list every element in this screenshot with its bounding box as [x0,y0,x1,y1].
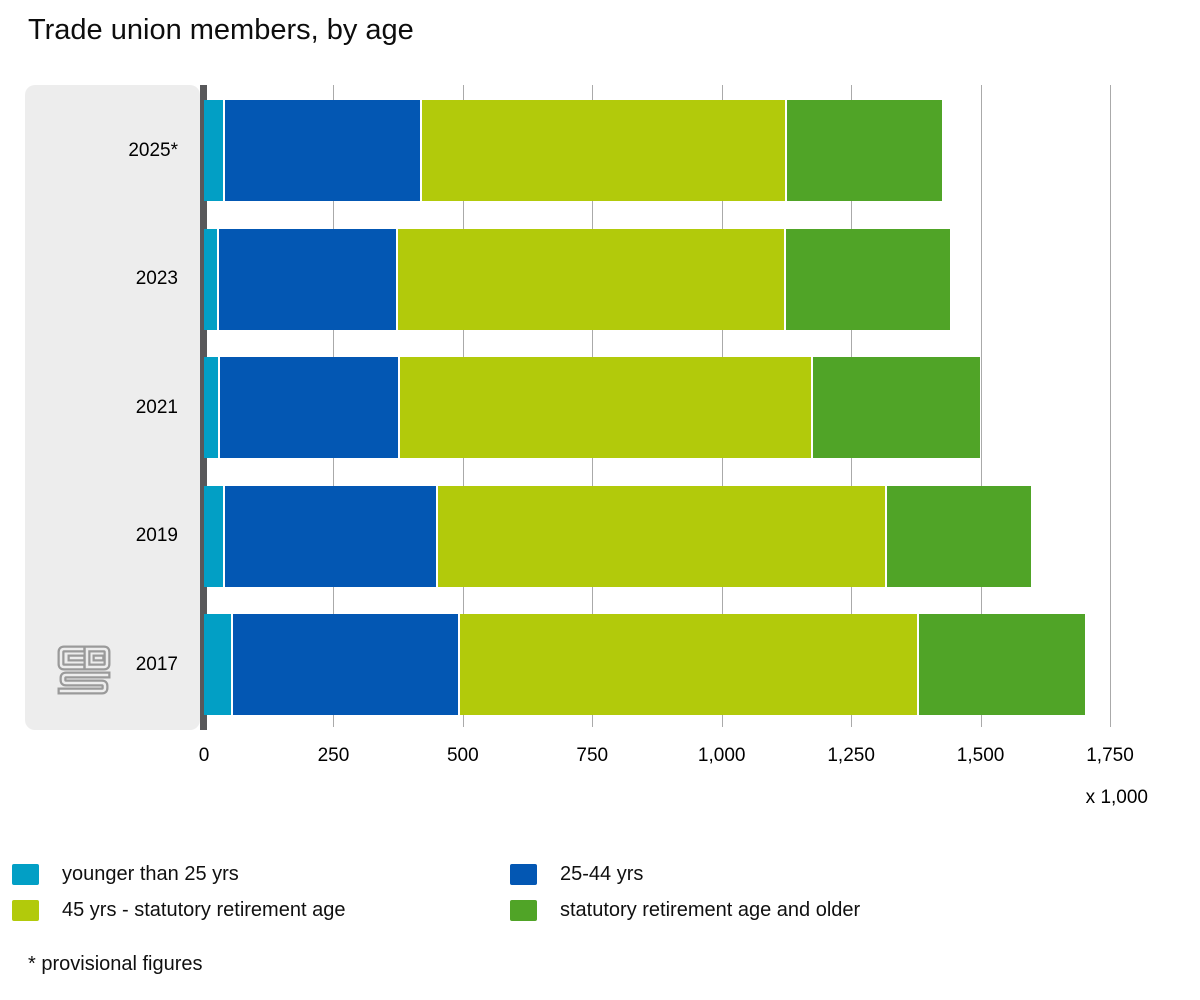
bar-2023 [204,228,950,330]
bar-segment-2017-series-2[interactable] [459,614,920,716]
gridline-1500 [980,85,982,715]
tick-mark-250 [333,715,335,727]
category-label-2025: 2025* [128,139,178,161]
tick-mark-1000 [721,715,723,727]
x-tick-label-500: 500 [446,745,479,766]
bar-segment-2019-series-1[interactable] [225,485,438,587]
legend-swatch-younger-than-25 [12,864,39,885]
category-panel [25,85,200,730]
tick-mark-1500 [980,715,982,727]
bar-segment-2019-series-2[interactable] [437,485,888,587]
plot-area [204,85,1148,727]
cbs-logo-icon [57,645,111,695]
bar-2025 [204,100,942,201]
bar-segment-2017-series-1[interactable] [232,614,460,716]
tick-mark-1250 [851,715,853,727]
legend-item-25-44[interactable]: 25-44 yrs [510,863,643,886]
legend-label: 45 yrs - statutory retirement age [62,899,346,921]
bar-segment-2023-series-3[interactable] [785,228,950,330]
bar-segment-2021-series-2[interactable] [399,357,814,459]
x-tick-label-1000: 1,000 [697,745,746,766]
bar-segment-2021-series-3[interactable] [813,357,981,459]
category-label-2021: 2021 [135,396,178,418]
bar-2019 [204,485,1032,587]
x-tick-label-1750: 1,750 [1086,745,1134,766]
bar-segment-2025-series-0[interactable] [204,100,225,201]
legend-item-younger-than-25[interactable]: younger than 25 yrs [12,863,239,886]
axis-unit-label: x 1,000 [1085,787,1148,808]
tick-mark-750 [592,715,594,727]
bar-segment-2017-series-0[interactable] [204,614,233,716]
bar-2017 [204,614,1086,716]
y-axis-line [200,85,207,730]
bar-segment-2019-series-0[interactable] [204,485,226,587]
x-tick-label-1500: 1,500 [956,745,1005,766]
x-tick-label-0: 0 [198,745,210,766]
legend-item-45-retirement[interactable]: 45 yrs - statutory retirement age [12,899,345,922]
tick-mark-1750 [1110,715,1111,727]
gridline-1750 [1110,85,1111,715]
bar-segment-2025-series-1[interactable] [224,100,423,201]
bar-segment-2017-series-3[interactable] [919,614,1086,716]
x-tick-label-250: 250 [317,745,350,766]
footnote-provisional: * provisional figures [28,953,203,975]
page-title: Trade union members, by age [28,14,414,46]
bar-segment-2019-series-3[interactable] [887,485,1032,587]
bar-2021 [204,357,981,459]
legend-item-retirement-older[interactable]: statutory retirement age and older [510,899,860,922]
bar-segment-2021-series-0[interactable] [204,357,221,459]
x-tick-label-1250: 1,250 [827,745,875,766]
category-label-2019: 2019 [135,525,178,547]
tick-mark-500 [462,715,464,727]
bar-segment-2023-series-2[interactable] [398,228,786,330]
category-label-2023: 2023 [135,268,178,290]
bar-segment-2021-series-1[interactable] [220,357,400,459]
bar-segment-2025-series-3[interactable] [787,100,942,201]
legend-swatch-25-44 [510,864,537,885]
legend-swatch-retirement-older [510,900,537,921]
bar-segment-2023-series-0[interactable] [204,228,219,330]
bar-segment-2025-series-2[interactable] [422,100,788,201]
x-tick-label-750: 750 [576,745,609,766]
legend-label: 25-44 yrs [560,863,644,885]
legend-swatch-45-retirement [12,900,39,921]
bar-segment-2023-series-1[interactable] [219,228,399,330]
category-label-2017: 2017 [135,653,178,675]
legend-label: younger than 25 yrs [62,863,239,885]
legend-label: statutory retirement age and older [560,899,861,921]
